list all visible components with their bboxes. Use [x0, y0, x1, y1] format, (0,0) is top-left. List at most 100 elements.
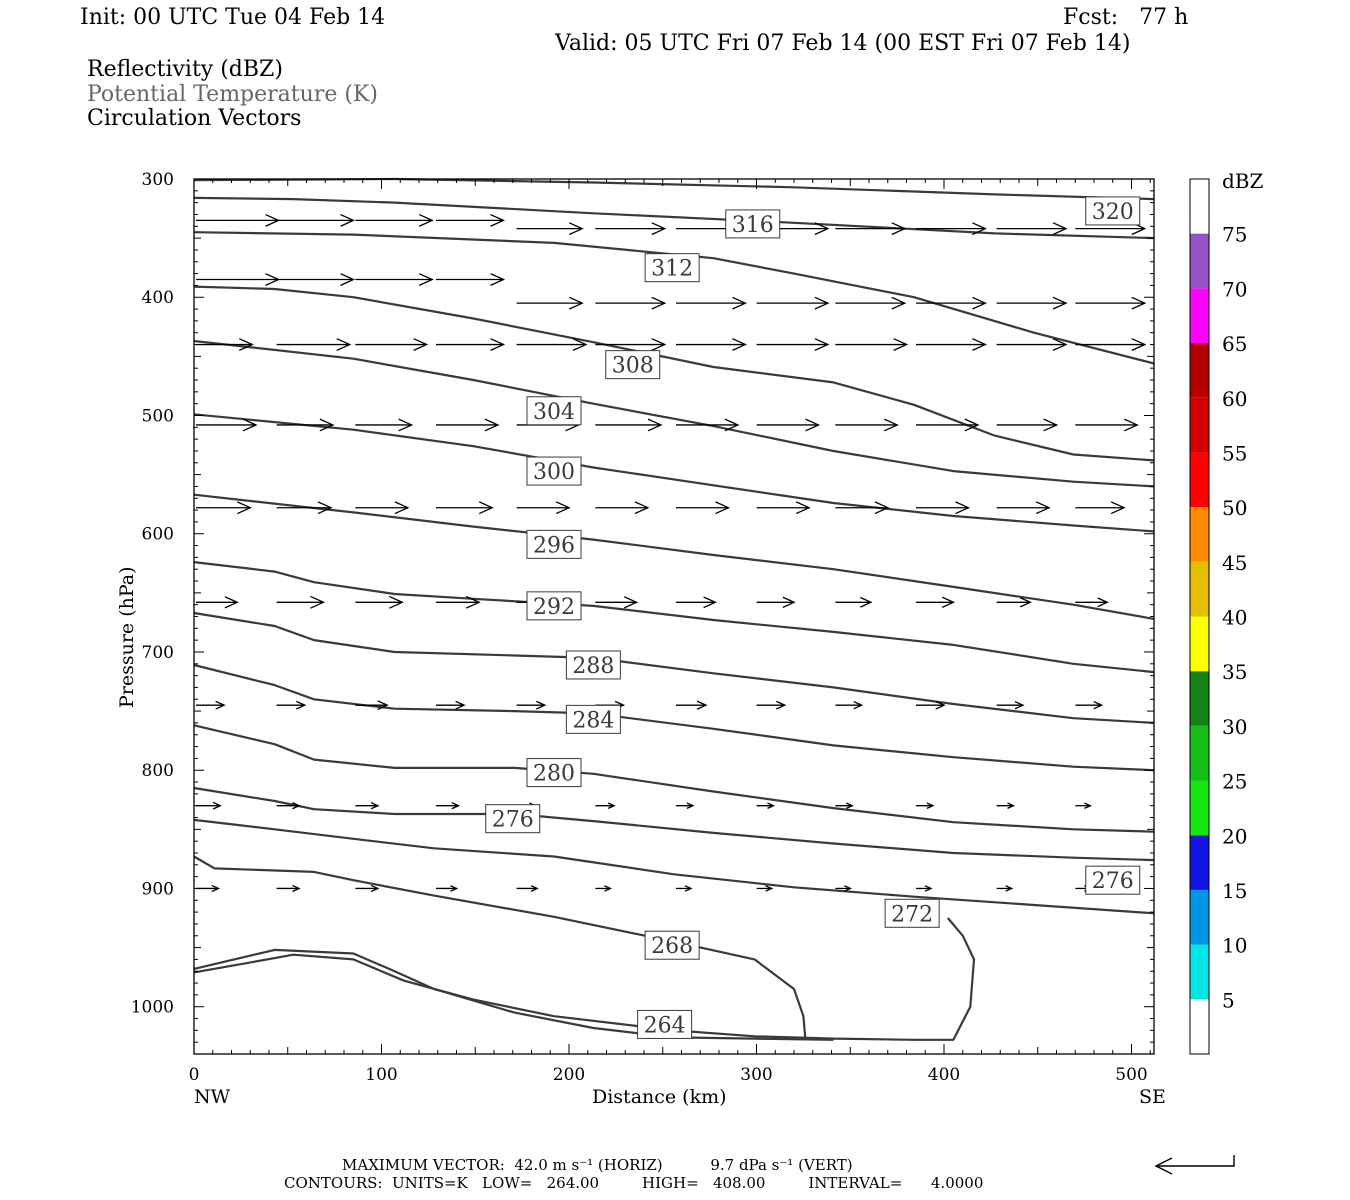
vector-arrowhead [1052, 296, 1068, 310]
contour-label-box [1085, 196, 1141, 226]
valid-time: Valid: 05 UTC Fri 07 Feb 14 (00 EST Fri … [555, 31, 1131, 56]
contour-label: 268 [651, 934, 693, 959]
colorbar-segment [1190, 397, 1209, 453]
vector-arrowhead [972, 222, 987, 236]
vector-arrowhead [418, 213, 434, 227]
vector-arrowhead [484, 418, 500, 432]
vector-arrowhead [651, 222, 667, 236]
vector-arrowhead [340, 213, 356, 227]
colorbar-segment [1190, 725, 1209, 781]
colorbar-tick-label: 40 [1222, 606, 1247, 630]
colorbar-segment [1190, 507, 1209, 562]
vector-arrowhead [634, 501, 650, 515]
colorbar-segment [1190, 944, 1209, 1000]
vector-arrowhead [451, 802, 461, 810]
vector-arrowhead [398, 418, 414, 432]
contour-label: 296 [533, 533, 575, 558]
x-tick-label: 500 [1115, 1065, 1147, 1085]
vector-arrowhead [696, 700, 708, 710]
vector-arrowhead [607, 802, 616, 809]
contour-label: 284 [572, 708, 614, 733]
colorbar-segment [1190, 780, 1209, 836]
vector-arrowhead [604, 885, 612, 892]
vector-arrowhead [530, 885, 539, 892]
colorbar-segment [1190, 889, 1209, 945]
vector-arrowhead [568, 296, 584, 310]
vector-arrowhead [715, 501, 731, 515]
vector-arrowhead [310, 595, 326, 609]
colorbar-tick-label: 70 [1222, 277, 1247, 301]
vector-arrowhead [924, 885, 933, 892]
y-tick-label: 500 [142, 406, 174, 426]
vector-arrowhead [211, 884, 221, 893]
contour-label-box [884, 898, 940, 928]
vector-arrowhead [455, 700, 466, 710]
vector-arrowhead [292, 802, 301, 810]
contour-label-box [1085, 865, 1141, 895]
vector-arrowhead [568, 222, 584, 236]
contour-label: 308 [612, 354, 654, 379]
vector-arrowhead [212, 801, 222, 810]
contours-info: CONTOURS: UNITS=K LOW= 264.00 HIGH= 408.… [284, 1174, 984, 1192]
vector-arrowhead [536, 700, 547, 710]
x-end-label-nw: NW [194, 1086, 231, 1108]
contour-line [193, 561, 1155, 674]
contour-label-box [565, 704, 621, 734]
vector-arrowhead [1052, 222, 1068, 236]
vector-arrowhead [767, 802, 776, 809]
contour-label-box [485, 804, 541, 834]
vector-arrowhead [926, 802, 935, 809]
colorbar-tick-label: 45 [1222, 551, 1247, 575]
vector-arrowhead [370, 884, 380, 893]
vector-arrowhead [336, 338, 352, 351]
y-tick-label: 300 [142, 170, 174, 190]
vector-arrowhead [647, 418, 663, 432]
vector-arrowhead [1123, 418, 1139, 432]
legend-circulation-vectors: Circulation Vectors [87, 106, 302, 131]
contour-label-box [526, 758, 582, 788]
contour-label: 320 [1092, 200, 1134, 225]
legend-reflectivity: Reflectivity (dBZ) [87, 57, 283, 82]
vector-arrowhead [1019, 597, 1032, 608]
vector-arrowhead [891, 222, 907, 236]
colorbar-segment [1190, 288, 1209, 344]
vector-arrowhead [296, 700, 307, 710]
colorbar-tick-label: 30 [1222, 715, 1247, 739]
contour-line [193, 818, 1155, 915]
vector-arrowhead [765, 885, 774, 892]
vector-arrowhead [1093, 701, 1104, 710]
colorbar-segment [1190, 233, 1209, 289]
vector-arrowhead [814, 222, 830, 236]
vector-arrowhead [1097, 597, 1109, 608]
vector-arrowhead [394, 501, 410, 515]
colorbar-tick-label: 10 [1222, 934, 1247, 958]
colorbar-tick-label: 65 [1222, 332, 1247, 356]
vector-arrowhead [703, 596, 717, 609]
vector-arrowhead [224, 596, 239, 609]
reference-vector [1156, 1155, 1235, 1167]
contour-line [193, 917, 976, 1041]
vector-arrowhead [941, 596, 956, 608]
vector-arrowhead [1035, 501, 1051, 515]
contour-label-box [637, 1009, 693, 1039]
vector-arrowhead [874, 501, 890, 515]
x-tick-label: 400 [928, 1065, 960, 1085]
colorbar-tick-label: 15 [1222, 879, 1247, 903]
vector-arrowhead [814, 338, 830, 351]
contour-label: 280 [533, 762, 575, 787]
contour-line [193, 611, 1155, 724]
vector-arrowhead [893, 338, 909, 351]
colorbar-tick-label: 20 [1222, 824, 1247, 848]
y-tick-label: 900 [142, 879, 174, 899]
contour-label: 264 [644, 1013, 686, 1038]
vector-arrowhead [651, 296, 667, 310]
colorbar-tick-label: 55 [1222, 441, 1247, 465]
vector-arrowhead [317, 501, 333, 515]
vector-arrowhead [478, 501, 494, 515]
contour-line [193, 855, 807, 1039]
contour-label: 316 [732, 213, 774, 238]
contour-label-box [605, 350, 661, 380]
vector-arrowhead [845, 802, 854, 809]
colorbar-segment [1190, 616, 1209, 672]
vector-arrowhead [340, 273, 356, 286]
